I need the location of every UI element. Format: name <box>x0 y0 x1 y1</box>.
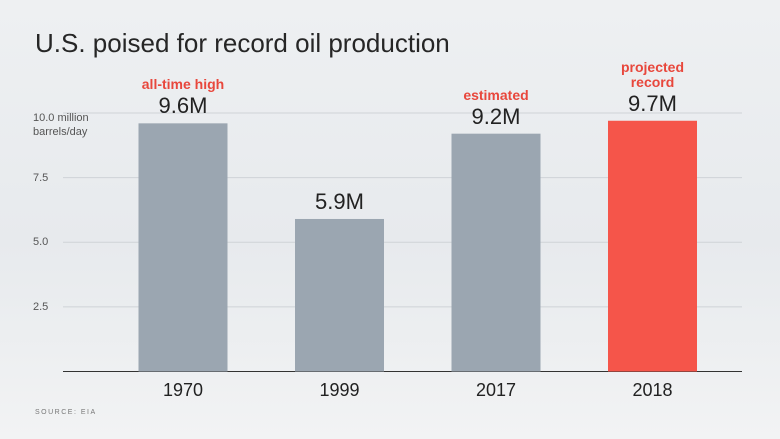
bar <box>295 218 384 372</box>
y-tick-label: 10.0 million barrels/day <box>33 112 89 138</box>
source-note: SOURCE: EIA <box>35 409 97 416</box>
value-label: 5.9M <box>315 188 364 214</box>
x-tick-label: 2018 <box>632 380 673 400</box>
value-label: 9.6M <box>158 93 208 119</box>
x-tick-label: 2017 <box>475 380 517 400</box>
y-tick-label: 2.5 <box>33 300 49 313</box>
chart-title: U.S. poised for record oil production <box>35 28 450 58</box>
value-label: 9.7M <box>628 90 677 116</box>
annotation: estimated <box>463 86 529 103</box>
bar <box>451 133 541 372</box>
annotation: projected record <box>620 58 684 90</box>
bar <box>608 120 697 372</box>
y-tick-label: 5.0 <box>33 236 49 249</box>
y-tick-label: 7.5 <box>33 171 49 184</box>
annotation: all-time high <box>141 76 225 93</box>
value-label: 9.2M <box>471 103 521 129</box>
x-tick-label: 1970 <box>162 380 204 400</box>
bar <box>138 123 228 372</box>
x-tick-label: 1999 <box>319 380 360 400</box>
